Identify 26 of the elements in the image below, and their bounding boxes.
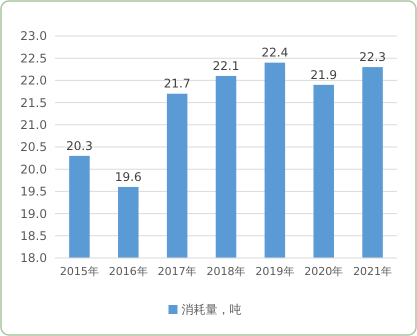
x-tick-label: 2016年	[108, 265, 148, 278]
y-tick-label: 18.5	[20, 229, 47, 243]
x-tick-label: 2015年	[60, 265, 99, 278]
y-tick-label: 22.5	[20, 51, 47, 66]
y-tick-label: 20.0	[20, 162, 47, 176]
y-tick-label: 23.0	[20, 29, 47, 44]
data-label: 22.1	[212, 58, 240, 73]
x-tick-label: 2021年	[353, 265, 392, 278]
data-label: 20.3	[66, 138, 93, 153]
x-tick-label: 2019年	[255, 265, 294, 278]
data-label: 21.7	[164, 76, 190, 91]
x-tick-label: 2017年	[158, 265, 197, 278]
y-tick-label: 21.0	[20, 118, 47, 132]
y-tick-label: 22.0	[20, 74, 47, 88]
y-tick-label: 18.0	[20, 251, 47, 266]
legend-label: 消耗量，吨	[182, 302, 242, 317]
x-tick-label: 2020年	[304, 265, 344, 278]
data-label: 22.4	[262, 46, 288, 60]
data-label: 19.6	[114, 170, 142, 184]
y-tick-label: 20.5	[20, 140, 47, 154]
y-tick-label: 19.5	[20, 184, 47, 199]
x-tick-label: 2018年	[206, 265, 246, 278]
y-tick-label: 21.5	[20, 96, 47, 110]
data-label: 21.9	[310, 68, 338, 82]
y-tick-label: 19.0	[20, 206, 47, 221]
data-label: 22.3	[359, 50, 386, 64]
